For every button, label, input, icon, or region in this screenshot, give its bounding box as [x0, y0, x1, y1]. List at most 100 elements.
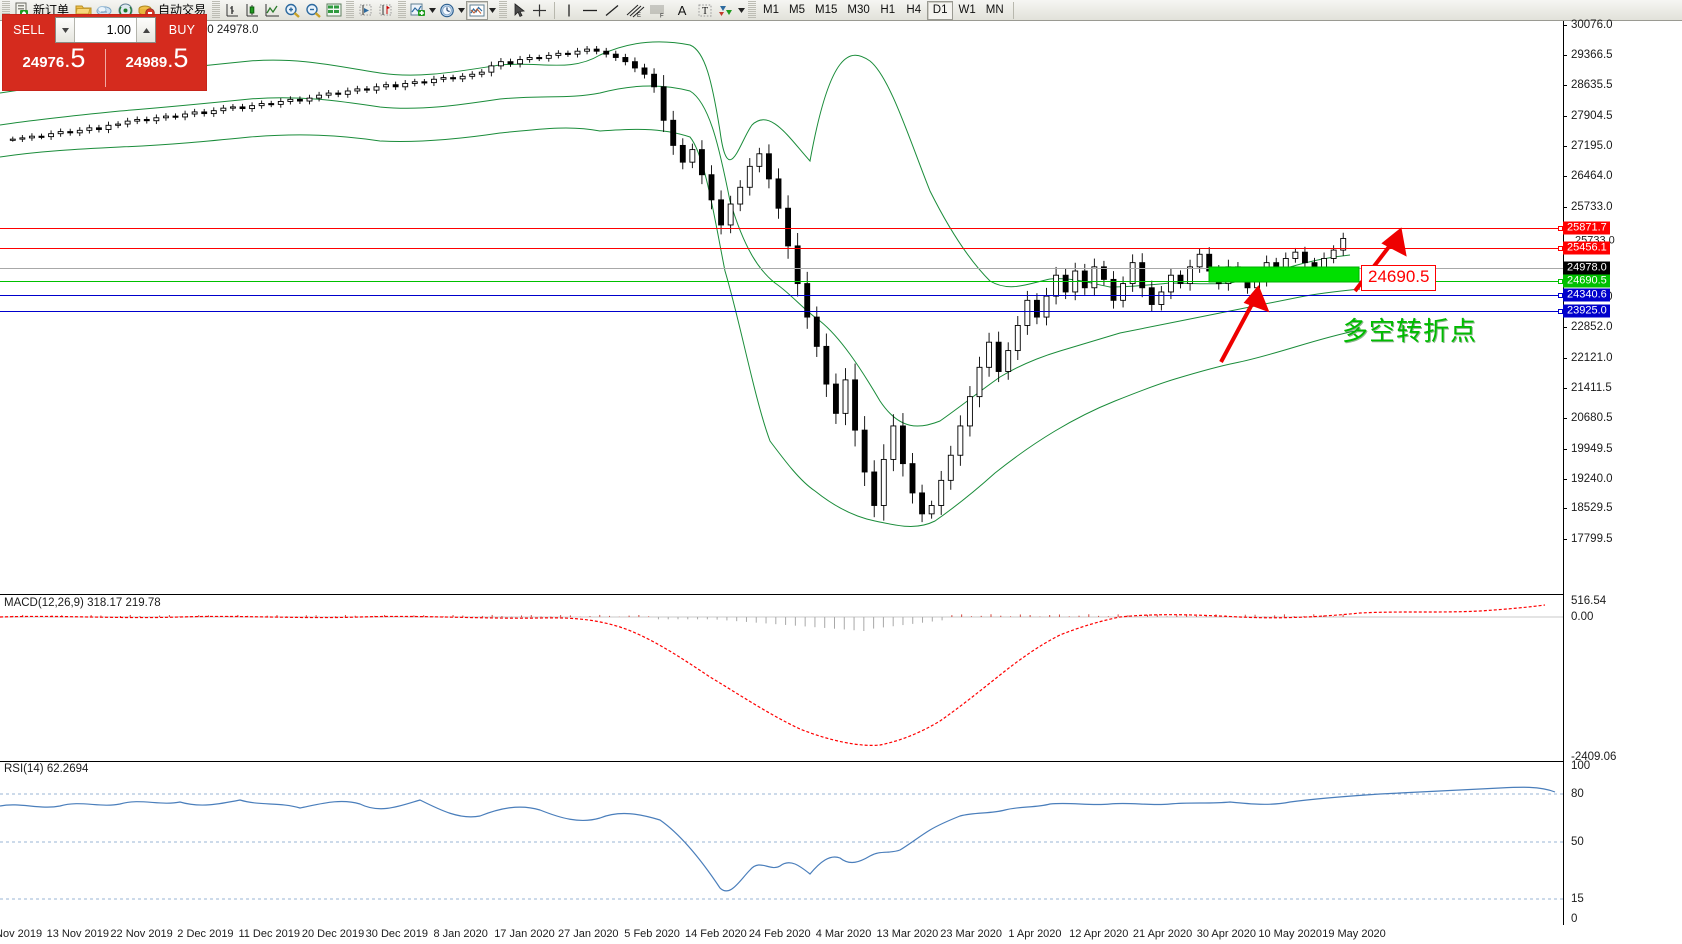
auto-scroll-icon[interactable] — [356, 1, 376, 20]
macd-pane[interactable] — [0, 595, 1563, 761]
toolbar-separator-1 — [554, 1, 556, 19]
toolbar-grip-3[interactable] — [346, 1, 355, 19]
timeframe-w1[interactable]: W1 — [958, 4, 976, 16]
date-axis-label: 21 Apr 2020 — [1132, 928, 1193, 940]
trade-panel-divider — [105, 49, 106, 87]
crosshair-icon[interactable] — [529, 1, 550, 20]
toolbar-grip-4[interactable] — [398, 1, 407, 19]
cursor-icon[interactable] — [509, 1, 529, 20]
support-chip-green[interactable]: 24690.5 — [1563, 274, 1610, 288]
chart-shift-icon[interactable] — [376, 1, 396, 20]
price-axis-tick — [1563, 25, 1567, 26]
indicator-axis-label: -2409.06 — [1571, 751, 1617, 763]
channel-icon[interactable]: E — [623, 1, 647, 20]
indicator-axis-label: 80 — [1571, 788, 1584, 800]
sell-button[interactable]: SELL — [13, 23, 45, 37]
chevron-down-icon-2[interactable] — [457, 7, 466, 13]
price-axis[interactable]: 30076.0 29366.5 28635.5 27904.5 27195.0 26464… — [1563, 19, 1682, 944]
date-axis-label: 13 Nov 2019 — [46, 928, 109, 940]
rsi-pane[interactable] — [0, 762, 1563, 925]
buy-button[interactable]: BUY — [168, 23, 196, 37]
horizontal-line-icon[interactable] — [579, 1, 601, 20]
folder-icon-button[interactable] — [73, 1, 94, 20]
support-chip-blue-2[interactable]: 23925.0 — [1563, 304, 1610, 318]
price-axis-tick — [1563, 176, 1567, 178]
date-axis-label: 27 Jan 2020 — [558, 928, 619, 940]
buy-price-frac: 5 — [173, 43, 189, 73]
resistance-chip-1[interactable]: 25871.7 — [1563, 221, 1610, 235]
text-a-icon[interactable]: A — [677, 2, 687, 18]
support-line-blue-1[interactable] — [0, 293, 1563, 298]
text-label-icon[interactable]: T — [695, 1, 715, 20]
candlestick-icon[interactable] — [242, 1, 262, 20]
date-axis-label: 10 May 2020 — [1258, 928, 1322, 940]
vertical-line-icon[interactable] — [559, 1, 579, 20]
indicator-axis-label: 0 — [1571, 913, 1578, 925]
indicator-axis-label: 516.54 — [1571, 595, 1607, 607]
support-chip-blue-1[interactable]: 24340.6 — [1563, 288, 1610, 302]
timeframe-d1[interactable]: D1 — [926, 0, 954, 20]
cloud-icon-button[interactable] — [94, 1, 115, 20]
grid-icon[interactable] — [324, 1, 344, 20]
date-axis-label: 23 Mar 2020 — [940, 928, 1003, 940]
zoom-in-icon[interactable] — [282, 1, 303, 20]
price-axis-tick — [1563, 508, 1567, 510]
trendline-icon[interactable] — [601, 1, 623, 20]
toolbar-grip-2[interactable] — [212, 1, 221, 19]
volume-increase-button[interactable] — [136, 18, 155, 42]
price-axis-tick — [1563, 85, 1567, 87]
resistance-line-2[interactable] — [0, 246, 1563, 251]
resistance-chip-3[interactable]: 25456.1 — [1563, 241, 1610, 255]
indicator-add-icon[interactable] — [408, 1, 428, 20]
price-callout[interactable]: 24690.5 — [1361, 265, 1437, 291]
chart-region[interactable]: ▲ DJ30-,Daily 24641.0 25123.0 24621.0 24… — [0, 19, 1682, 944]
price-axis-tick — [1563, 448, 1567, 450]
bollinger-middle — [0, 85, 1361, 427]
timeframe-h4[interactable]: H4 — [906, 4, 922, 16]
fibonacci-icon[interactable]: F — [647, 1, 669, 20]
resistance-line-1[interactable] — [0, 226, 1563, 231]
date-axis-label: 30 Apr 2020 — [1196, 928, 1257, 940]
line-chart-icon[interactable] — [262, 1, 282, 20]
price-pane[interactable] — [0, 21, 1563, 594]
clock-icon[interactable] — [437, 1, 457, 20]
sell-price[interactable]: 24976 . 5 — [3, 45, 105, 91]
timeframe-m1[interactable]: M1 — [763, 4, 780, 16]
buy-price-int: 24989 — [125, 54, 168, 71]
zoom-out-icon[interactable] — [303, 1, 324, 20]
date-axis-label: 5 Feb 2020 — [624, 928, 680, 940]
date-axis-label: 8 Jan 2020 — [433, 928, 488, 940]
bar-chart-icon[interactable] — [222, 1, 242, 20]
chevron-down-icon-3[interactable] — [488, 7, 497, 13]
volume-input[interactable]: 1.00 — [75, 18, 136, 42]
price-axis-label: 22852.0 — [1571, 321, 1613, 334]
toolbar-grip-6[interactable] — [748, 1, 757, 19]
autotrade-label: 自动交易 — [158, 3, 207, 17]
buy-price[interactable]: 24989 . 5 — [106, 45, 208, 91]
shapes-icon[interactable] — [715, 1, 737, 20]
timeframe-m5[interactable]: M5 — [789, 4, 806, 16]
indicator-axis-label: 50 — [1571, 836, 1584, 848]
chinese-note[interactable]: 多空转折点 — [1342, 317, 1478, 347]
timeframe-mn[interactable]: MN — [985, 4, 1004, 16]
timeframe-m30[interactable]: M30 — [847, 4, 870, 16]
sell-price-separator: . — [65, 54, 70, 71]
price-axis-tick — [1563, 418, 1567, 420]
volume-stepper[interactable]: 1.00 — [55, 17, 156, 43]
chevron-down-icon-4[interactable] — [737, 7, 746, 13]
support-line-blue-2[interactable] — [0, 309, 1563, 314]
toolbar-grip-5[interactable] — [499, 1, 508, 19]
toolbar-grip[interactable] — [2, 1, 10, 19]
chevron-down-icon[interactable] — [428, 7, 437, 13]
timeframe-m15[interactable]: M15 — [815, 4, 838, 16]
template-icon[interactable] — [466, 0, 489, 20]
price-axis-label: 28635.5 — [1571, 79, 1613, 92]
date-axis-label: 19 May 2020 — [1322, 928, 1386, 940]
indicator-axis-label: 15 — [1571, 893, 1584, 905]
date-axis-label: 11 Dec 2019 — [238, 928, 301, 940]
timeframe-h1[interactable]: H1 — [880, 4, 896, 16]
volume-decrease-button[interactable] — [56, 18, 75, 42]
support-line-green[interactable] — [0, 279, 1563, 284]
one-click-trading-panel[interactable]: SELL 1.00 BUY 24976 . 5 24989 . — [2, 14, 207, 91]
